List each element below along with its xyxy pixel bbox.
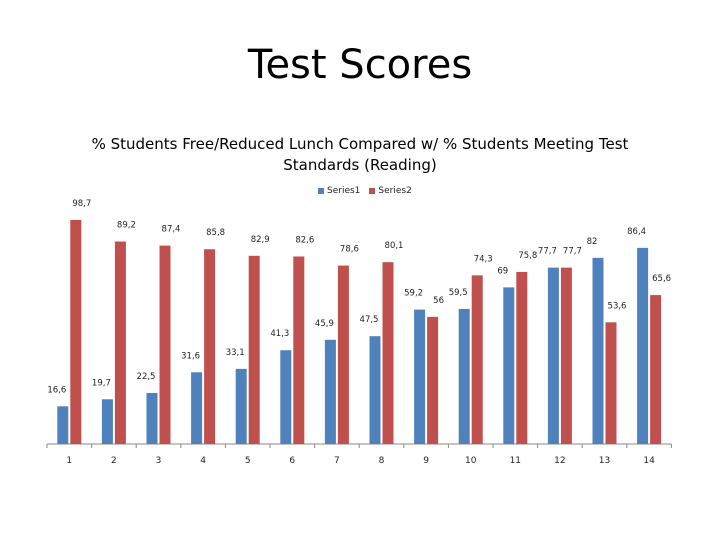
- bar-series2-1: [70, 219, 82, 444]
- bar-series1-2: [101, 399, 113, 444]
- bar-series1-7: [324, 339, 336, 444]
- bar-series2-3: [159, 245, 171, 444]
- data-label-series1-14: 86,4: [627, 227, 646, 237]
- bar-series2-10: [471, 275, 483, 444]
- x-tick-label: 1: [66, 456, 72, 466]
- data-label-series2-11: 75,8: [518, 251, 537, 261]
- bar-series2-11: [516, 271, 528, 444]
- bar-series1-13: [592, 257, 604, 444]
- bar-series1-4: [191, 372, 203, 444]
- bar-series1-6: [280, 350, 292, 444]
- x-tick-label: 8: [379, 456, 385, 466]
- data-label-series1-10: 59,5: [449, 288, 468, 298]
- data-label-series2-5: 82,9: [251, 235, 270, 245]
- bar-series2-6: [293, 256, 305, 444]
- data-label-series2-6: 82,6: [295, 235, 314, 245]
- slide-title: Test Scores: [247, 42, 473, 88]
- data-label-series2-13: 53,6: [608, 301, 627, 311]
- data-label-series2-2: 89,2: [117, 221, 136, 231]
- bar-series1-11: [503, 287, 515, 444]
- data-label-series2-9: 56: [433, 296, 444, 306]
- bar-series2-2: [114, 241, 126, 444]
- data-label-series1-12: 77,7: [538, 247, 557, 257]
- data-label-series1-3: 22,5: [137, 372, 156, 382]
- legend-item-series2: Series2: [369, 186, 412, 196]
- legend-label-series1: Series1: [327, 186, 361, 196]
- bar-series2-9: [427, 316, 439, 444]
- data-label-series1-1: 16,6: [47, 385, 66, 395]
- bar-series1-9: [414, 309, 426, 444]
- data-label-series1-11: 69: [497, 266, 508, 276]
- x-tick-label: 10: [465, 456, 477, 466]
- x-tick-label: 14: [643, 456, 655, 466]
- legend-swatch-series1: [318, 188, 324, 194]
- chart-title: % Students Free/Reduced Lunch Compared w…: [91, 135, 629, 174]
- data-label-series1-8: 47,5: [360, 315, 379, 325]
- x-tick-label: 7: [334, 456, 340, 466]
- data-label-series1-13: 82: [587, 237, 598, 247]
- bar-series2-13: [605, 322, 617, 444]
- data-label-series1-4: 31,6: [181, 351, 200, 361]
- data-label-series1-9: 59,2: [404, 289, 423, 299]
- data-label-series1-6: 41,3: [270, 329, 289, 339]
- bar-series2-7: [337, 265, 349, 444]
- bar-series2-4: [204, 249, 216, 444]
- data-label-series2-3: 87,4: [162, 225, 181, 235]
- bar-series1-12: [547, 267, 559, 444]
- bar-series2-5: [248, 255, 260, 444]
- data-label-series2-8: 80,1: [385, 241, 404, 251]
- bar-series1-14: [637, 247, 649, 444]
- x-tick-label: 2: [111, 456, 117, 466]
- x-tick-label: 3: [156, 456, 162, 466]
- data-label-series2-1: 98,7: [72, 199, 91, 209]
- x-tick-label: 12: [554, 456, 565, 466]
- legend-item-series1: Series1: [318, 186, 360, 196]
- data-label-series2-4: 85,8: [206, 228, 225, 238]
- x-tick-label: 6: [289, 456, 295, 466]
- legend-label-series2: Series2: [378, 186, 412, 196]
- x-tick-label: 4: [200, 456, 206, 466]
- data-label-series2-14: 65,6: [652, 274, 671, 284]
- bar-series2-14: [650, 295, 662, 444]
- data-label-series2-7: 78,6: [340, 245, 359, 255]
- chart-legend: Series1 Series2: [318, 186, 421, 196]
- data-label-series2-10: 74,3: [474, 254, 493, 264]
- data-label-series2-12: 77,7: [563, 247, 582, 257]
- bar-series1-3: [146, 392, 158, 444]
- legend-swatch-series2: [369, 188, 376, 194]
- bar-series1-1: [57, 406, 69, 444]
- bar-series2-8: [382, 262, 394, 444]
- x-tick-label: 5: [245, 456, 251, 466]
- x-tick-label: 11: [510, 456, 521, 466]
- x-tick-label: 9: [423, 456, 429, 466]
- data-label-series1-7: 45,9: [315, 319, 334, 329]
- bar-series1-10: [458, 308, 470, 444]
- data-label-series1-5: 33,1: [226, 348, 245, 358]
- bar-series1-8: [369, 336, 381, 444]
- data-label-series1-2: 19,7: [92, 378, 111, 388]
- bar-series2-12: [560, 267, 572, 444]
- bar-series1-5: [235, 368, 247, 444]
- x-tick-label: 13: [599, 456, 610, 466]
